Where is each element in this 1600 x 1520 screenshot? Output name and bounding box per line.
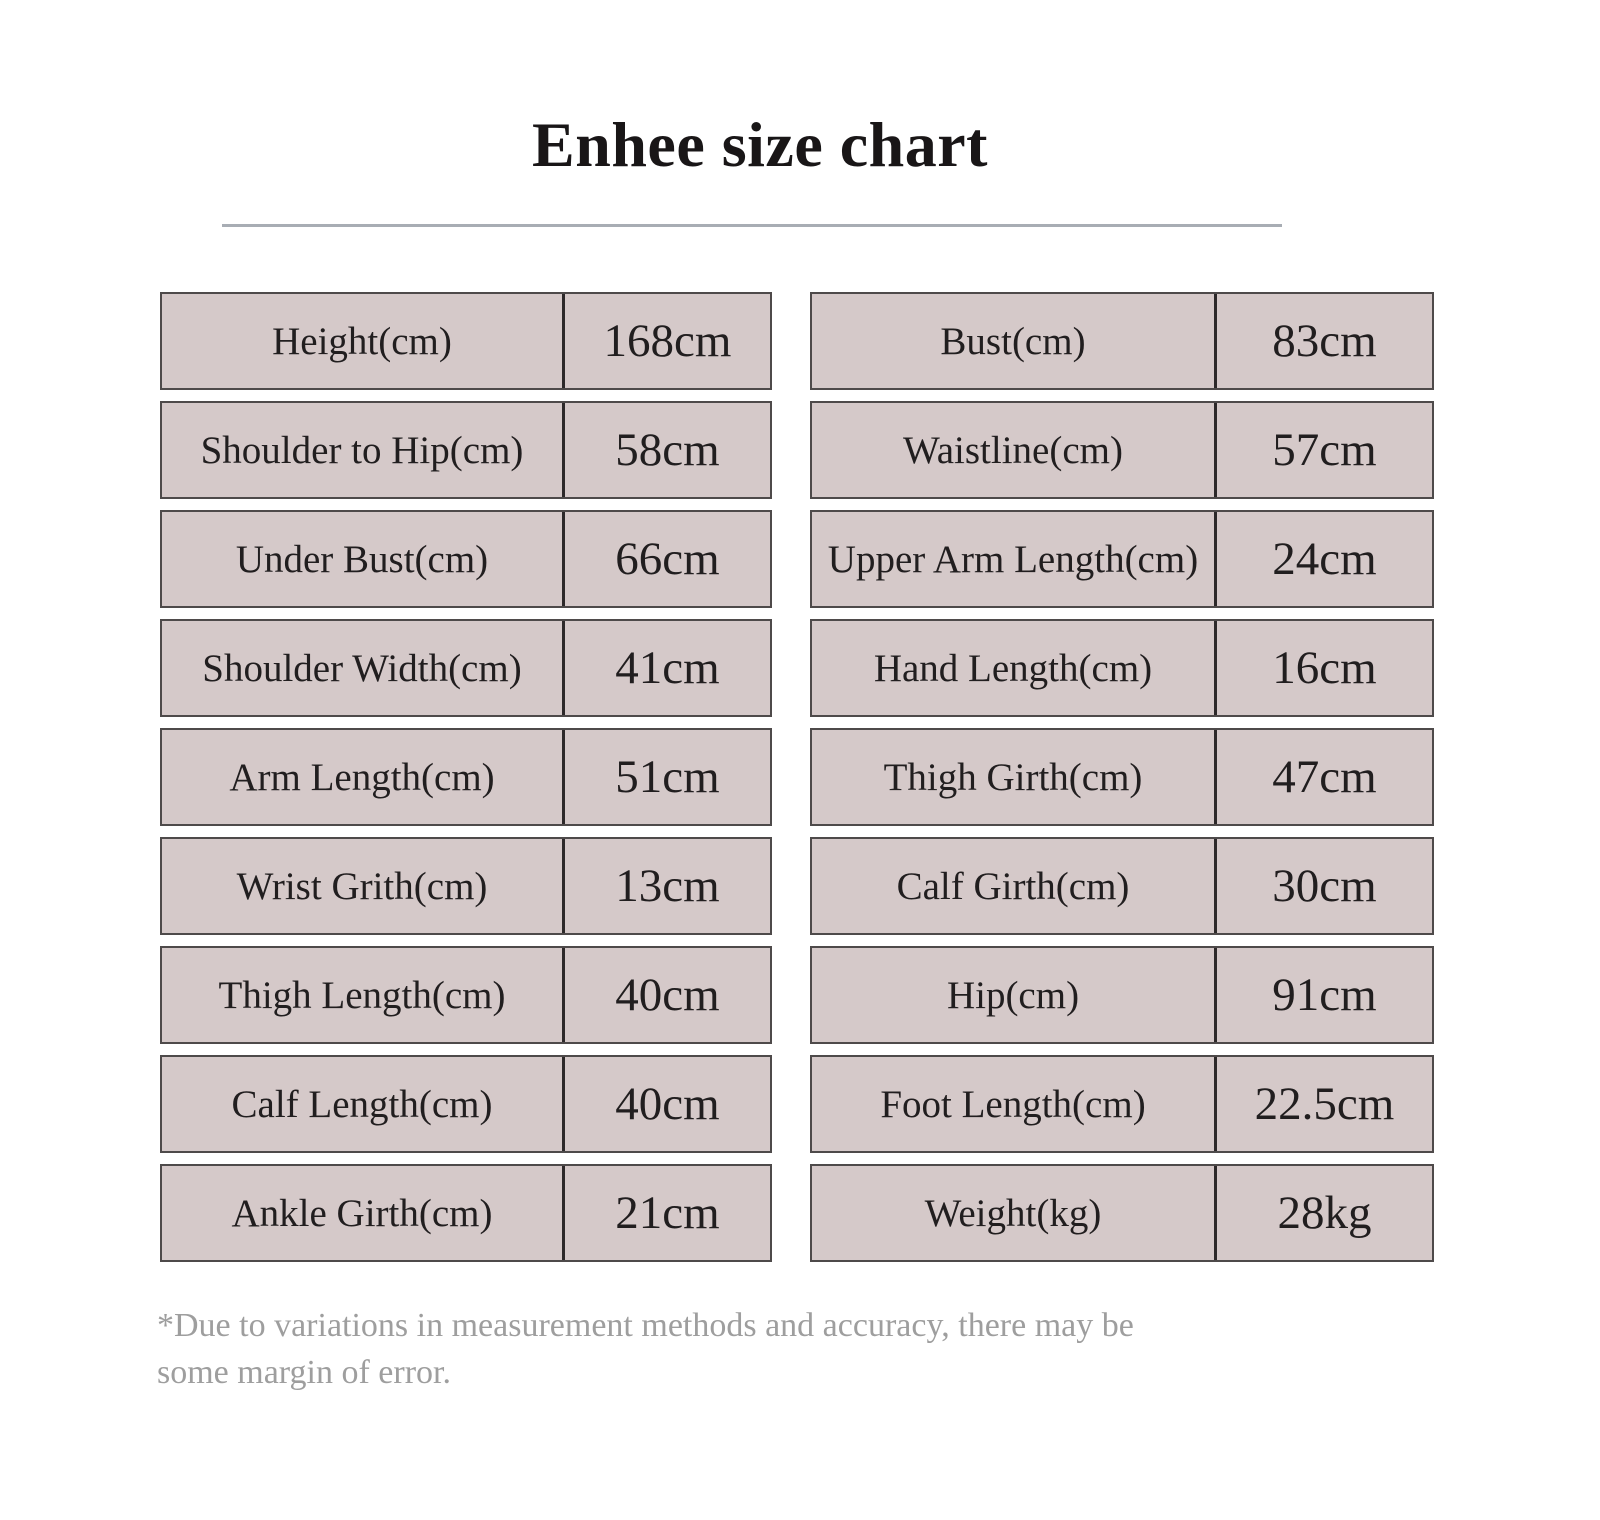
measurement-label: Shoulder to Hip(cm) [162,403,565,497]
measurement-value: 28kg [1277,1187,1372,1239]
measurement-label: Shoulder Width(cm) [162,621,565,715]
table-row: Shoulder to Hip(cm) 58cm [160,401,772,499]
table-row: Bust(cm) 83cm [810,292,1434,390]
table-row: Ankle Girth(cm) 21cm [160,1164,772,1262]
measurement-value: 57cm [1272,424,1377,476]
measurement-label: Calf Length(cm) [162,1057,565,1151]
page-title: Enhee size chart [532,109,988,180]
measurement-value: 13cm [615,860,720,912]
footnote-line-1: *Due to variations in measurement method… [157,1307,1134,1344]
size-tables: Height(cm) 168cm Shoulder to Hip(cm) 58cm Un… [160,292,1434,1262]
measurement-label: Bust(cm) [812,294,1217,388]
table-row: Under Bust(cm) 66cm [160,510,772,608]
measurement-label: Waistline(cm) [812,403,1217,497]
measurement-value: 91cm [1272,969,1377,1021]
measurement-label: Upper Arm Length(cm) [812,512,1217,606]
measurement-label: Thigh Length(cm) [162,948,565,1042]
table-row: Shoulder Width(cm) 41cm [160,619,772,717]
measurement-label: Under Bust(cm) [162,512,565,606]
table-row: Thigh Length(cm) 40cm [160,946,772,1044]
measurement-label: Arm Length(cm) [162,730,565,824]
measurement-value: 30cm [1272,860,1377,912]
footnote: *Due to variations in measurement method… [157,1302,1397,1396]
title-divider [222,224,1282,227]
measurement-value: 40cm [615,969,720,1021]
measurement-value: 51cm [615,751,720,803]
table-row: Upper Arm Length(cm) 24cm [810,510,1434,608]
measurement-value: 83cm [1272,315,1377,367]
measurement-label: Weight(kg) [812,1166,1217,1260]
table-row: Arm Length(cm) 51cm [160,728,772,826]
size-table-right: Bust(cm) 83cm Waistline(cm) 57cm Upper Arm L… [810,292,1434,1262]
measurement-label: Calf Girth(cm) [812,839,1217,933]
measurement-label: Foot Length(cm) [812,1057,1217,1151]
measurement-label: Hip(cm) [812,948,1217,1042]
table-row: Wrist Grith(cm) 13cm [160,837,772,935]
measurement-label: Wrist Grith(cm) [162,839,565,933]
table-row: Height(cm) 168cm [160,292,772,390]
table-row: Hand Length(cm) 16cm [810,619,1434,717]
table-row: Waistline(cm) 57cm [810,401,1434,499]
measurement-value: 41cm [615,642,720,694]
footnote-line-2: some margin of error. [157,1354,451,1391]
measurement-value: 40cm [615,1078,720,1130]
measurement-value: 16cm [1272,642,1377,694]
measurement-value: 24cm [1272,533,1377,585]
measurement-value: 168cm [603,315,732,367]
measurement-value: 58cm [615,424,720,476]
table-row: Calf Length(cm) 40cm [160,1055,772,1153]
table-row: Calf Girth(cm) 30cm [810,837,1434,935]
measurement-value: 66cm [615,533,720,585]
measurement-label: Height(cm) [162,294,565,388]
measurement-label: Hand Length(cm) [812,621,1217,715]
table-row: Thigh Girth(cm) 47cm [810,728,1434,826]
size-table-left: Height(cm) 168cm Shoulder to Hip(cm) 58cm Un… [160,292,772,1262]
measurement-value: 47cm [1272,751,1377,803]
measurement-label: Ankle Girth(cm) [162,1166,565,1260]
measurement-value: 22.5cm [1254,1078,1395,1130]
table-row: Foot Length(cm) 22.5cm [810,1055,1434,1153]
table-row: Hip(cm) 91cm [810,946,1434,1044]
measurement-label: Thigh Girth(cm) [812,730,1217,824]
measurement-value: 21cm [615,1187,720,1239]
table-row: Weight(kg) 28kg [810,1164,1434,1262]
